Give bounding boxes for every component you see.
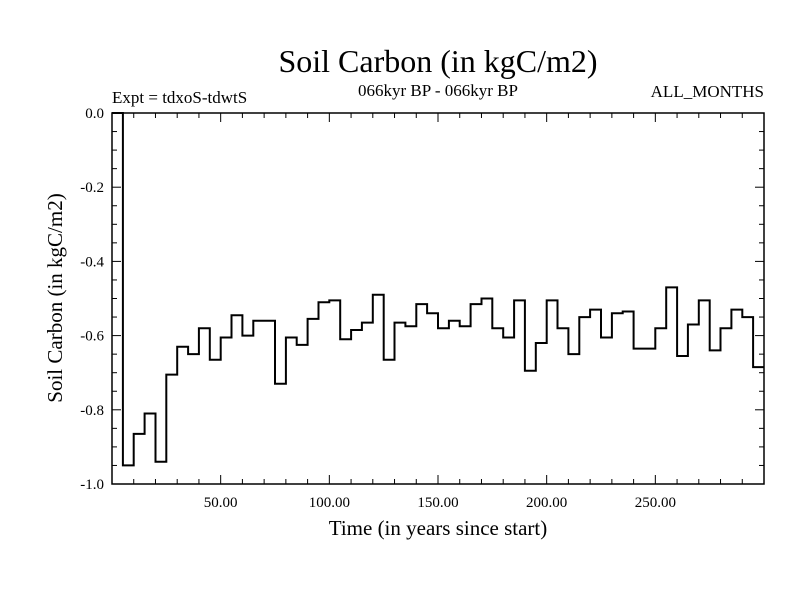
chart-title: Soil Carbon (in kgC/m2): [278, 43, 597, 79]
y-axis-label: Soil Carbon (in kgC/m2): [43, 193, 67, 402]
axis-ticks: [112, 112, 764, 485]
x-tick-label: 100.00: [309, 495, 350, 511]
experiment-label: Expt = tdxoS-tdwtS: [112, 88, 247, 107]
time-period-label: 066kyr BP - 066kyr BP: [358, 81, 518, 100]
y-tick-label: -1.0: [80, 477, 104, 493]
x-tick-label: 50.00: [204, 495, 238, 511]
plot-frame: [111, 112, 765, 485]
x-tick-label: 200.00: [526, 495, 567, 511]
months-label: ALL_MONTHS: [651, 82, 764, 101]
soil-carbon-series-line: [112, 112, 764, 467]
y-tick-label: 0.0: [85, 106, 104, 122]
y-tick-label: -0.8: [80, 403, 104, 419]
x-tick-label: 250.00: [635, 495, 676, 511]
x-tick-label: 150.00: [417, 495, 458, 511]
y-tick-label: -0.6: [80, 329, 104, 345]
x-axis-label: Time (in years since start): [329, 516, 548, 540]
y-tick-label: -0.2: [80, 180, 104, 196]
axis-tick-labels: 50.00 100.00 150.00 200.00 250.00 0.0 -0.2 -0.4…: [80, 106, 676, 511]
y-tick-label: -0.4: [80, 254, 104, 270]
